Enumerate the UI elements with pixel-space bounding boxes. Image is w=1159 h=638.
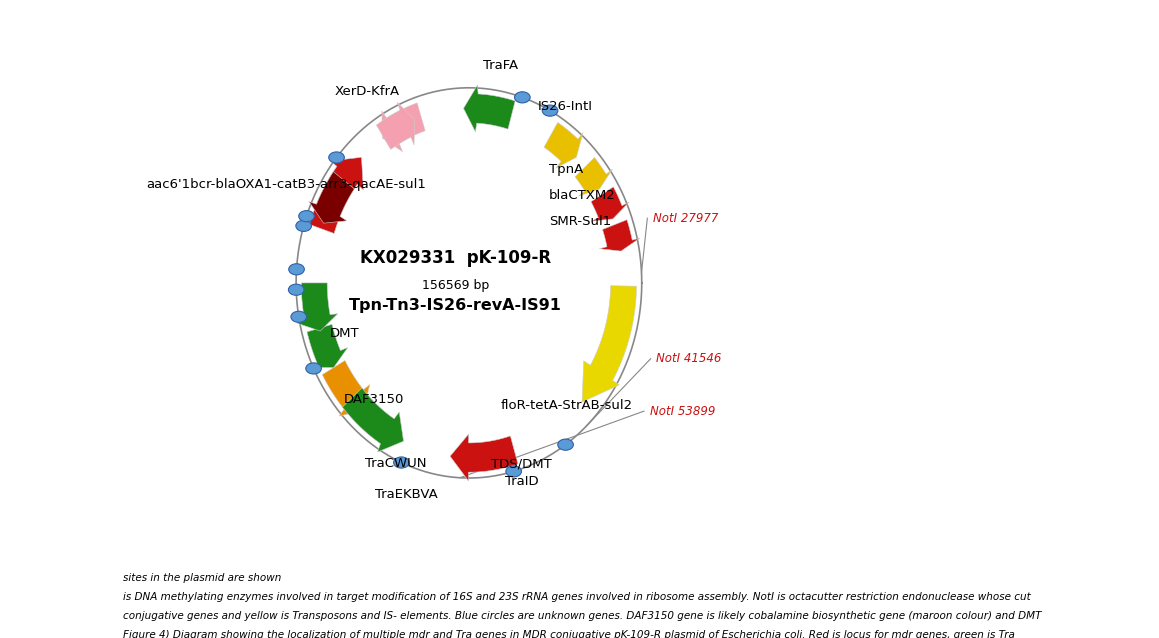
- Text: XerD-KfrA: XerD-KfrA: [335, 85, 400, 98]
- Text: TraEKBVA: TraEKBVA: [376, 488, 438, 501]
- Ellipse shape: [329, 152, 344, 163]
- Polygon shape: [591, 187, 629, 221]
- Text: Tpn-Tn3-IS26-revA-IS91: Tpn-Tn3-IS26-revA-IS91: [349, 298, 562, 313]
- Text: KX029331  pK-109-R: KX029331 pK-109-R: [360, 249, 552, 267]
- Polygon shape: [309, 172, 355, 223]
- Ellipse shape: [291, 311, 306, 322]
- Polygon shape: [450, 434, 518, 481]
- Polygon shape: [307, 324, 348, 367]
- Ellipse shape: [299, 211, 314, 222]
- Text: DAF3150: DAF3150: [344, 394, 404, 406]
- Text: Figure 4) Diagram showing the localization of multiple mdr and Tra genes in MDR : Figure 4) Diagram showing the localizati…: [123, 630, 1015, 638]
- Polygon shape: [342, 388, 403, 452]
- Polygon shape: [377, 102, 415, 149]
- Ellipse shape: [542, 105, 557, 116]
- Text: conjugative genes and yellow is Transposons and IS- elements. Blue circles are u: conjugative genes and yellow is Transpos…: [123, 611, 1042, 621]
- Polygon shape: [582, 286, 636, 402]
- Text: TraID: TraID: [504, 475, 538, 488]
- Text: NotI 41546: NotI 41546: [656, 352, 722, 365]
- Text: floR-tetA-StrAB-sul2: floR-tetA-StrAB-sul2: [501, 399, 633, 412]
- Text: DMT: DMT: [329, 327, 359, 339]
- Polygon shape: [309, 158, 364, 234]
- Text: IS26-IntI: IS26-IntI: [538, 100, 593, 113]
- Polygon shape: [575, 158, 612, 196]
- Text: is DNA methylating enzymes involved in target modification of 16S and 23S rRNA g: is DNA methylating enzymes involved in t…: [123, 592, 1032, 602]
- Text: SMR-Sul1: SMR-Sul1: [549, 215, 612, 228]
- Text: TraCWUN: TraCWUN: [365, 457, 427, 470]
- Ellipse shape: [557, 439, 574, 450]
- Ellipse shape: [505, 466, 522, 477]
- Ellipse shape: [296, 220, 312, 232]
- Polygon shape: [322, 360, 370, 416]
- Polygon shape: [544, 122, 583, 168]
- Polygon shape: [464, 85, 515, 132]
- Text: NotI 53899: NotI 53899: [649, 404, 715, 418]
- Text: NotI 27977: NotI 27977: [653, 212, 719, 225]
- Ellipse shape: [289, 263, 305, 275]
- Ellipse shape: [289, 284, 304, 295]
- Ellipse shape: [515, 92, 530, 103]
- Text: 156569 bp: 156569 bp: [422, 279, 489, 292]
- Polygon shape: [599, 219, 640, 251]
- Text: blaCTXM2: blaCTXM2: [549, 189, 615, 202]
- Ellipse shape: [394, 457, 409, 468]
- Text: TDS/DMT: TDS/DMT: [491, 457, 552, 470]
- Polygon shape: [381, 103, 425, 152]
- Ellipse shape: [306, 363, 321, 374]
- Polygon shape: [297, 283, 337, 331]
- Text: TpnA: TpnA: [549, 163, 583, 175]
- Text: aac6'1bcr-blaOXA1-catB3-arr3-qacAE-sul1: aac6'1bcr-blaOXA1-catB3-arr3-qacAE-sul1: [147, 178, 427, 191]
- Text: sites in the plasmid are shown: sites in the plasmid are shown: [123, 573, 282, 582]
- Text: TraFA: TraFA: [482, 59, 518, 72]
